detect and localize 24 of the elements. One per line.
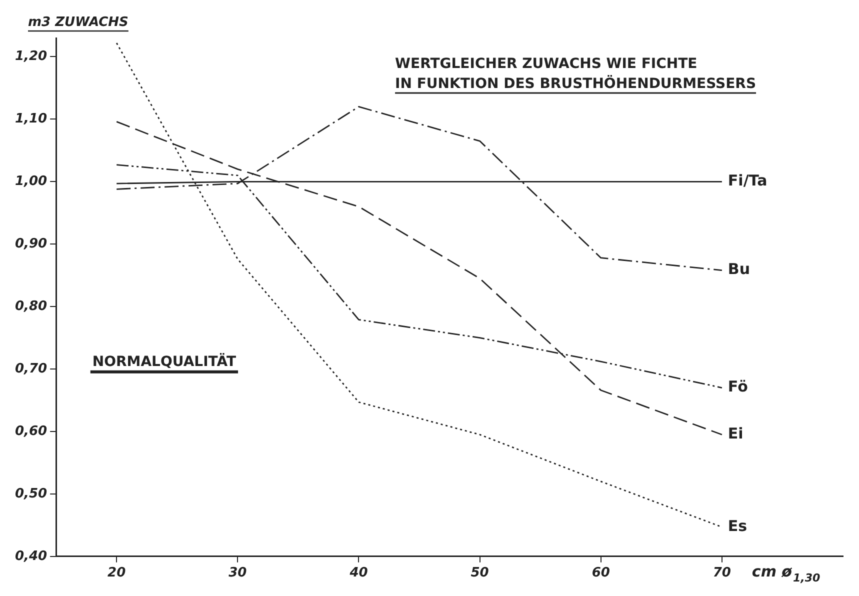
x-tick-label: 50 [470, 566, 489, 581]
x-tick-label: 40 [348, 566, 368, 581]
series-label: Fö [728, 378, 748, 396]
y-tick-label: 1,00 [14, 174, 48, 190]
annotation: NORMALQUALITÄT [92, 352, 236, 370]
series-label: Ei [728, 424, 744, 442]
text: IN FUNKTION DES BRUSTHÖHENDURMESSERS [395, 75, 756, 92]
y-tick-label: 0,60 [14, 424, 48, 439]
y-tick-label: 0,40 [14, 548, 48, 564]
y-axis-title: m3 ZUWACHS [28, 15, 128, 30]
x-tick-label: 60 [592, 566, 610, 581]
x-tick-label: 70 [712, 566, 731, 581]
series-label: Es [728, 516, 748, 535]
series-label: Bu [728, 260, 750, 278]
y-tick-label: 0,80 [14, 298, 48, 314]
y-tick-label: 0,70 [14, 361, 48, 376]
series-label: Fi/Ta [728, 172, 768, 190]
x-tick-label: 30 [228, 566, 247, 581]
y-tick-label: 1,10 [14, 112, 48, 127]
y-tick-label: 0,50 [14, 486, 48, 502]
y-tick-label: 0,90 [14, 236, 48, 252]
x-tick-label: 20 [108, 566, 126, 581]
text: WERTGLEICHER ZUWACHS WIE FICHTE [395, 56, 698, 72]
y-tick-label: 1,20 [14, 49, 48, 64]
